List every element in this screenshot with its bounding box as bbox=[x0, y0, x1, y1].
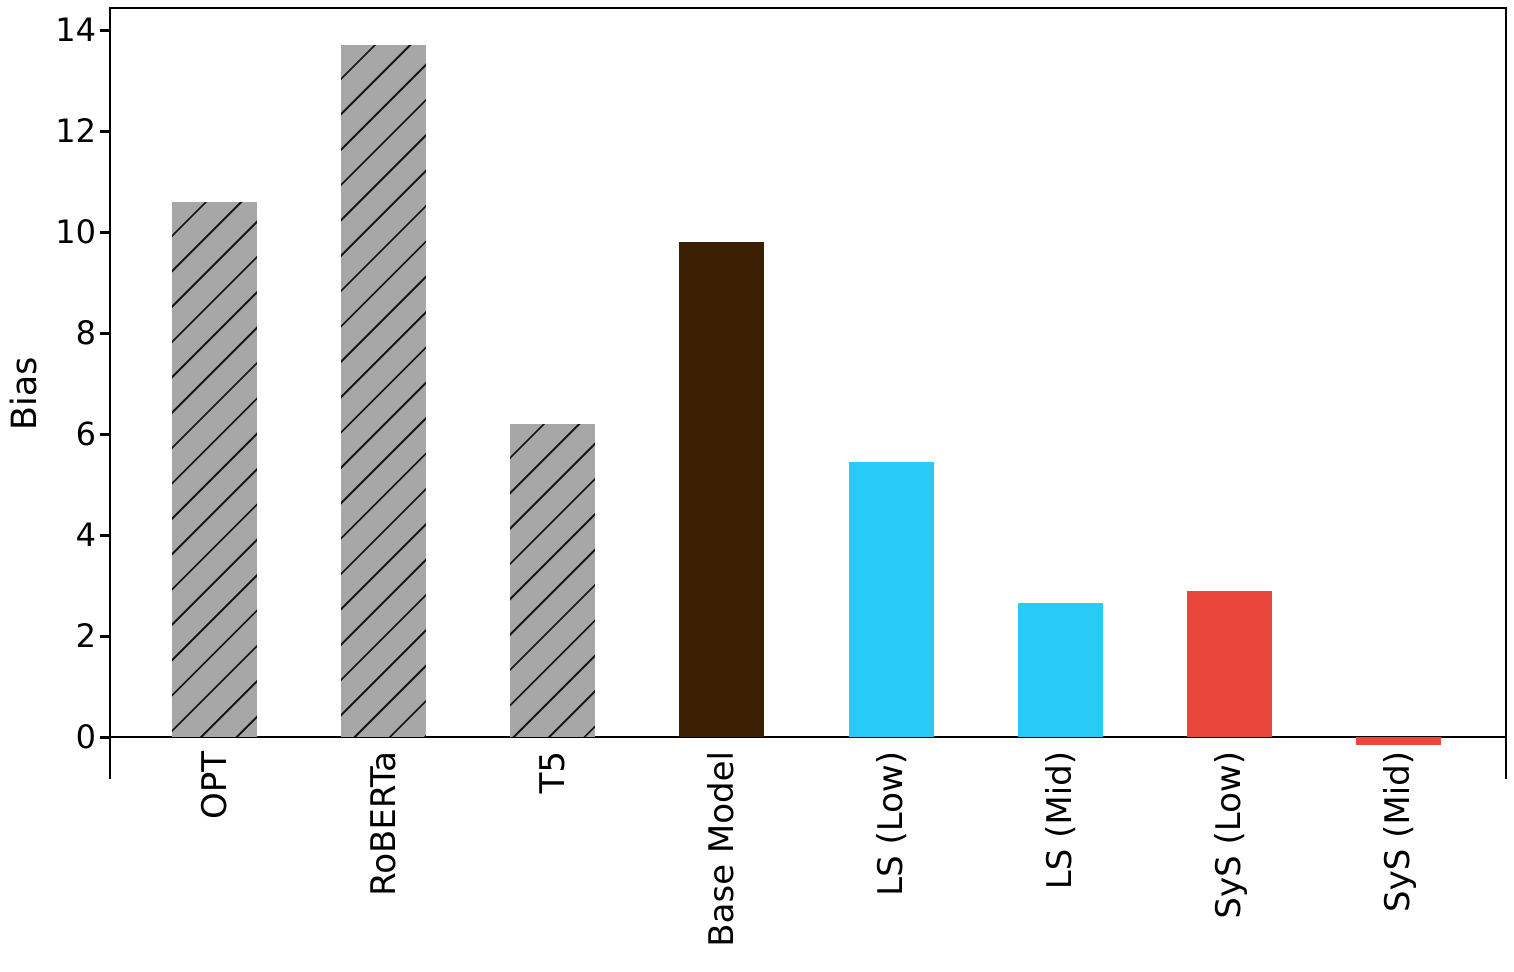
y-tick-label: 0 bbox=[75, 718, 96, 757]
y-tick-mark bbox=[100, 735, 110, 739]
bar-t5 bbox=[510, 424, 596, 738]
y-tick-label: 14 bbox=[55, 11, 96, 50]
y-tick-mark bbox=[100, 533, 110, 537]
y-tick-mark bbox=[100, 331, 110, 335]
bar-opt bbox=[172, 201, 257, 738]
bar-sys-low bbox=[1186, 590, 1272, 738]
y-tick-mark bbox=[100, 28, 110, 32]
bar-sys-mid bbox=[1355, 737, 1441, 746]
x-axis-line bbox=[110, 736, 1505, 739]
x-tick-label-sys-mid: SyS (Mid) bbox=[1378, 751, 1419, 912]
x-tick-label-t5: T5 bbox=[532, 751, 573, 794]
y-tick-label: 10 bbox=[55, 213, 96, 252]
bar-ls-mid bbox=[1017, 603, 1103, 738]
y-tick-label: 2 bbox=[75, 617, 96, 656]
x-tick-label-ls-low: LS (Low) bbox=[871, 751, 912, 896]
y-tick-label: 4 bbox=[75, 516, 96, 555]
y-tick-mark bbox=[100, 432, 110, 436]
x-tick-label-sys-low: SyS (Low) bbox=[1209, 751, 1250, 919]
bar-ls-low bbox=[848, 461, 934, 738]
y-tick-label: 12 bbox=[55, 112, 96, 151]
bar-base-model bbox=[679, 242, 765, 738]
y-tick-mark bbox=[100, 634, 110, 638]
x-tick-label-roberta: RoBERTa bbox=[363, 751, 404, 896]
y-tick-mark bbox=[100, 129, 110, 133]
x-tick-label-ls-mid: LS (Mid) bbox=[1040, 751, 1081, 890]
y-tick-mark bbox=[100, 230, 110, 234]
x-tick-label-base-model: Base Model bbox=[701, 751, 742, 947]
plot-frame bbox=[109, 7, 1507, 779]
y-tick-label: 6 bbox=[75, 415, 96, 454]
x-tick-label-opt: OPT bbox=[194, 751, 235, 820]
y-tick-label: 8 bbox=[75, 314, 96, 353]
bar-roberta bbox=[341, 45, 427, 738]
